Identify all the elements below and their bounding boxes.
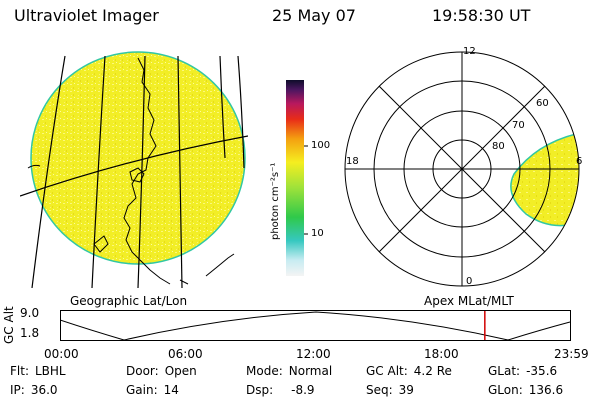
glat-label: GLat: bbox=[488, 364, 521, 378]
ip-label: IP: bbox=[10, 383, 25, 397]
mlt-label-6: 6 bbox=[576, 156, 583, 167]
glat-value: -35.6 bbox=[526, 364, 558, 378]
ip-info: IP: 36.0 bbox=[10, 383, 58, 397]
earth-disk bbox=[30, 51, 246, 265]
alt-tick-high: 9.0 bbox=[20, 306, 40, 320]
filter-info: Flt: LBHL bbox=[10, 364, 66, 378]
observation-date: 25 May 07 bbox=[272, 6, 356, 25]
mlat-label-70: 70 bbox=[512, 120, 525, 131]
altitude-orbit-plot bbox=[60, 310, 571, 341]
gain-label: Gain: bbox=[126, 383, 158, 397]
geographic-caption: Geographic Lat/Lon bbox=[70, 294, 188, 308]
time-tick-2359: 23:59 bbox=[554, 347, 589, 361]
instrument-title: Ultraviolet Imager bbox=[14, 6, 159, 25]
glon-info: GLon: 136.6 bbox=[488, 383, 563, 397]
seq-info: Seq: 39 bbox=[366, 383, 414, 397]
door-info: Door: Open bbox=[126, 364, 197, 378]
mlt-label-18: 18 bbox=[346, 156, 359, 167]
glat-info: GLat: -35.6 bbox=[488, 364, 557, 378]
glon-value: 136.6 bbox=[528, 383, 564, 397]
dsp-value: -8.9 bbox=[291, 383, 315, 397]
polar-caption: Apex MLat/MLT bbox=[424, 294, 514, 308]
filter-value: LBHL bbox=[34, 364, 66, 378]
door-label: Door: bbox=[126, 364, 159, 378]
colorbar-unit-label: photon cm⁻²s⁻¹ bbox=[270, 162, 281, 240]
door-value: Open bbox=[164, 364, 197, 378]
intensity-colorbar bbox=[286, 80, 308, 276]
gain-info: Gain: 14 bbox=[126, 383, 179, 397]
seq-label: Seq: bbox=[366, 383, 393, 397]
gc-alt-info: GC Alt: 4.2 Re bbox=[366, 364, 452, 378]
alt-plot-ylabel: GC Alt bbox=[2, 306, 16, 344]
time-tick-0600: 06:00 bbox=[168, 347, 203, 361]
colorbar-tick-100: 100 bbox=[311, 140, 331, 151]
seq-value: 39 bbox=[398, 383, 414, 397]
mode-info: Mode: Normal bbox=[246, 364, 332, 378]
filter-label: Flt: bbox=[10, 364, 29, 378]
ip-value: 36.0 bbox=[30, 383, 58, 397]
mode-value: Normal bbox=[288, 364, 333, 378]
mode-label: Mode: bbox=[246, 364, 283, 378]
polar-mlt-plot bbox=[344, 51, 580, 287]
mlat-label-80: 80 bbox=[492, 141, 505, 152]
gain-value: 14 bbox=[163, 383, 179, 397]
polar-emission-region bbox=[510, 133, 579, 227]
glon-label: GLon: bbox=[488, 383, 523, 397]
mlt-label-12: 12 bbox=[463, 46, 476, 57]
gc-alt-value: 4.2 Re bbox=[413, 364, 452, 378]
geographic-image bbox=[20, 51, 248, 288]
time-tick-1800: 18:00 bbox=[424, 347, 459, 361]
dsp-info: Dsp: -8.9 bbox=[246, 383, 315, 397]
alt-tick-low: 1.8 bbox=[20, 326, 40, 340]
dsp-label: Dsp: bbox=[246, 383, 274, 397]
mlt-label-0: 0 bbox=[466, 276, 473, 287]
time-tick-1200: 12:00 bbox=[296, 347, 331, 361]
time-tick-0000: 00:00 bbox=[44, 347, 79, 361]
gc-alt-label: GC Alt: bbox=[366, 364, 408, 378]
mlat-label-60: 60 bbox=[536, 98, 549, 109]
colorbar-tick-10: 10 bbox=[311, 228, 324, 239]
observation-time: 19:58:30 UT bbox=[432, 6, 531, 25]
